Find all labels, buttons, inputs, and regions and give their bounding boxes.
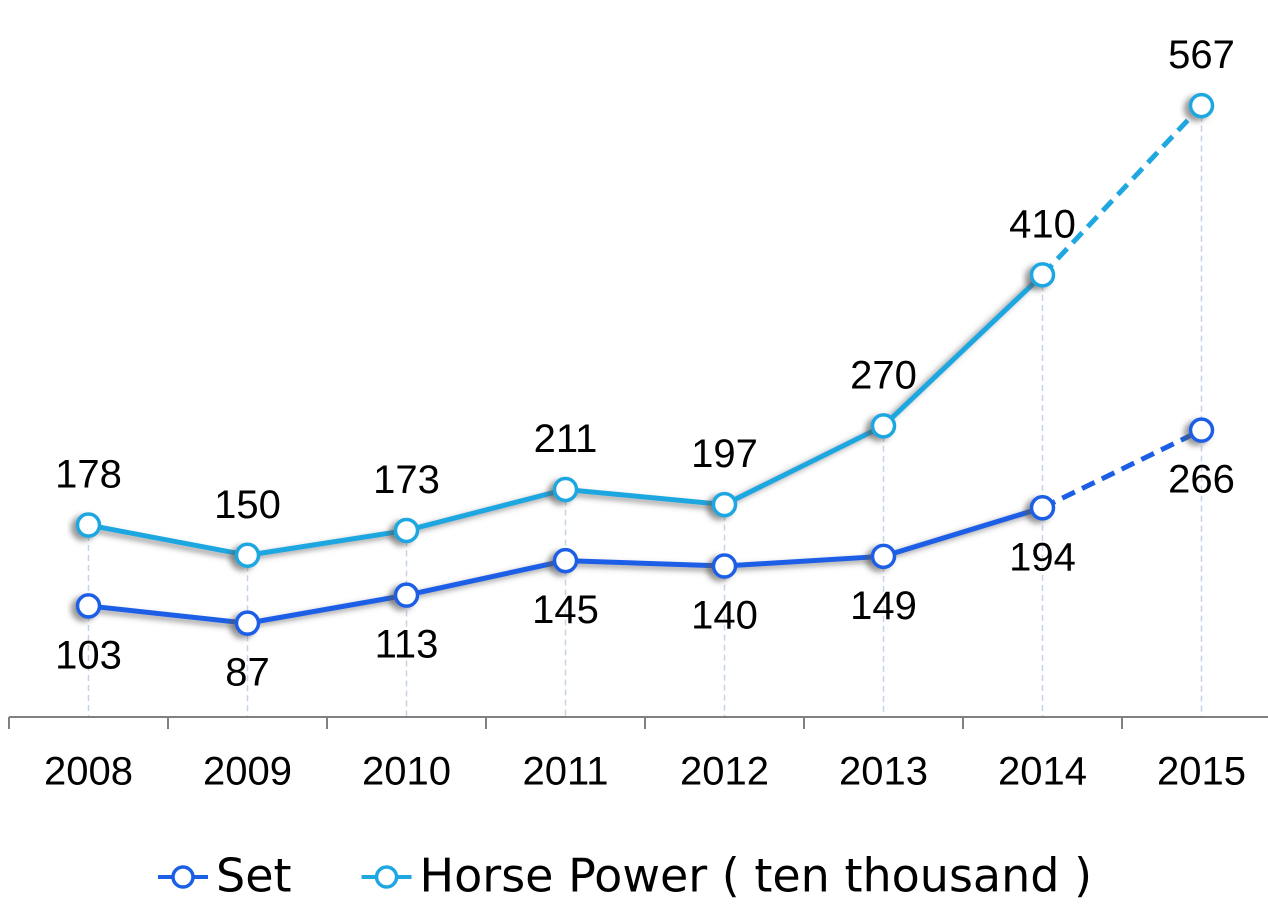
series-line-dashed bbox=[1040, 103, 1204, 277]
marker bbox=[552, 476, 579, 503]
data-label: 211 bbox=[534, 417, 598, 461]
legend-marker bbox=[171, 865, 195, 889]
data-label: 103 bbox=[55, 633, 122, 677]
data-label: 178 bbox=[55, 453, 122, 497]
data-label: 410 bbox=[1009, 202, 1076, 246]
marker bbox=[711, 553, 738, 579]
marker bbox=[234, 610, 261, 636]
marker bbox=[75, 593, 102, 619]
x-tick-label: 2015 bbox=[1157, 750, 1246, 794]
x-tick-label: 2009 bbox=[203, 750, 292, 794]
marker bbox=[870, 543, 897, 570]
data-label: 140 bbox=[691, 594, 758, 638]
legend-marker bbox=[374, 865, 399, 889]
series: 178 150 173 211 197 270 410 567 bbox=[55, 33, 1235, 568]
x-tick-label: 2010 bbox=[362, 750, 451, 794]
data-label: 150 bbox=[214, 483, 281, 527]
marker bbox=[870, 413, 897, 439]
marker bbox=[711, 491, 738, 518]
data-label: 270 bbox=[850, 353, 917, 397]
marker bbox=[393, 582, 420, 608]
data-label: 266 bbox=[1168, 458, 1235, 502]
legend: Set Horse Power ( ten thousand ) bbox=[158, 849, 1092, 903]
data-label: 197 bbox=[691, 432, 758, 476]
marker bbox=[552, 547, 579, 574]
series: 103 87 113 145 140 149 194 266 bbox=[55, 417, 1235, 695]
data-label: 149 bbox=[850, 584, 917, 628]
data-label: 173 bbox=[373, 458, 440, 502]
data-label: 113 bbox=[375, 623, 439, 667]
marker bbox=[234, 542, 261, 568]
marker bbox=[393, 517, 420, 544]
legend-label: Horse Power ( ten thousand ) bbox=[420, 849, 1092, 903]
x-tick-label: 2014 bbox=[998, 750, 1087, 794]
x-tick-label: 2013 bbox=[839, 750, 928, 794]
marker bbox=[1029, 262, 1056, 288]
series-line-dashed bbox=[1041, 427, 1203, 511]
x-tick-label: 2011 bbox=[522, 750, 608, 794]
marker bbox=[1029, 495, 1056, 521]
marker bbox=[75, 512, 102, 538]
marker bbox=[1188, 92, 1215, 119]
x-tick-label: 2012 bbox=[680, 750, 769, 794]
x-tick-label: 2008 bbox=[44, 750, 133, 794]
data-label: 194 bbox=[1009, 535, 1076, 579]
data-label: 567 bbox=[1168, 33, 1235, 77]
data-label: 87 bbox=[225, 651, 270, 695]
data-label: 145 bbox=[532, 588, 599, 632]
marker bbox=[1188, 417, 1215, 443]
legend-label: Set bbox=[216, 849, 292, 903]
